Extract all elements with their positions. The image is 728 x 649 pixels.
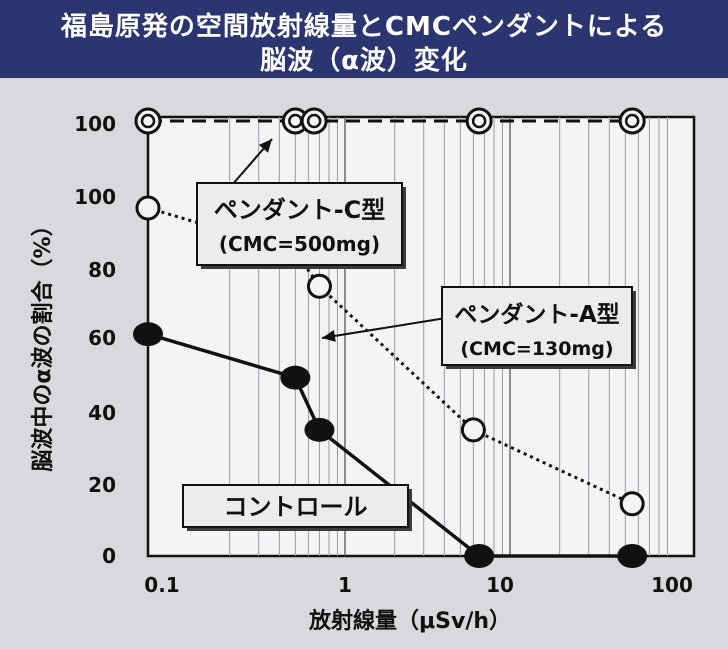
annotation-box: コントロール: [182, 484, 412, 531]
y-tick-label: 60: [88, 326, 116, 350]
data-point: [619, 491, 645, 517]
x-tick-label: 100: [651, 573, 693, 597]
y-axis-label: 脳波中のα波の割合（%）: [30, 214, 56, 471]
arrow-pendant-c-head: [258, 139, 272, 153]
annotation-title: コントロール: [224, 493, 368, 521]
annotation-detail: (CMC=130mg): [460, 338, 613, 360]
chart-title-line2: 脳波（α波）変化: [260, 46, 468, 76]
data-point: [134, 107, 162, 135]
x-tick-label: 0.1: [144, 573, 179, 597]
data-point: [300, 107, 328, 135]
data-point: [464, 544, 495, 568]
annotation-box: ペンダント-C型 (CMC=500mg): [196, 182, 406, 269]
y-tick-label: 0: [102, 544, 116, 568]
title-banner: 福島原発の空間放射線量とCMCペンダントによる 脳波（α波）変化: [0, 0, 728, 78]
arrow-pendant-a: [321, 317, 447, 339]
annotation-title: ペンダント-A型: [454, 301, 619, 328]
annotation-background: [196, 182, 403, 266]
annotation-title: ペンダント-C型: [214, 196, 386, 224]
annotation-detail: (CMC=500mg): [219, 232, 380, 256]
data-point: [306, 273, 332, 299]
tick-labels: 0 20 40 60 80 100 100 0.1 1 10 100: [74, 112, 693, 597]
annotation-background: [441, 286, 633, 366]
y-tick-label: 100: [74, 185, 116, 209]
x-axis-label: 放射線量（μSv/h）: [308, 608, 511, 634]
data-point: [618, 107, 646, 135]
series-line-1: [147, 206, 633, 506]
data-point: [460, 417, 486, 443]
arrow-pendant-a-head: [322, 330, 336, 342]
data-point-inner-ring: [140, 113, 156, 129]
data-point-inner-ring: [288, 113, 303, 129]
chart-title-line1: 福島原発の空間放射線量とCMCペンダントによる: [60, 12, 668, 42]
data-point: [133, 322, 163, 347]
data-point-inner-ring: [624, 113, 640, 129]
annotation-box: ペンダント-A型 (CMC=130mg): [441, 286, 636, 369]
x-tick-label: 1: [338, 573, 352, 597]
series-markers: [133, 107, 648, 568]
y-tick-label: 40: [88, 401, 116, 425]
data-point: [617, 544, 648, 568]
x-tick-label: 10: [486, 573, 514, 597]
annotations: ペンダント-C型 (CMC=500mg) ペンダント-A型 (CMC=130mg) コン…: [182, 182, 636, 531]
data-point: [304, 417, 335, 442]
data-point-inner-ring: [306, 113, 322, 129]
data-point: [135, 195, 161, 221]
data-point: [280, 365, 311, 390]
annotation-background: [182, 484, 409, 528]
y-tick-label: 100: [74, 112, 116, 136]
data-point: [465, 107, 493, 135]
data-point-inner-ring: [471, 113, 487, 129]
annotation-arrows: [231, 138, 447, 342]
y-tick-label: 20: [88, 473, 116, 497]
y-tick-label: 80: [88, 258, 116, 282]
